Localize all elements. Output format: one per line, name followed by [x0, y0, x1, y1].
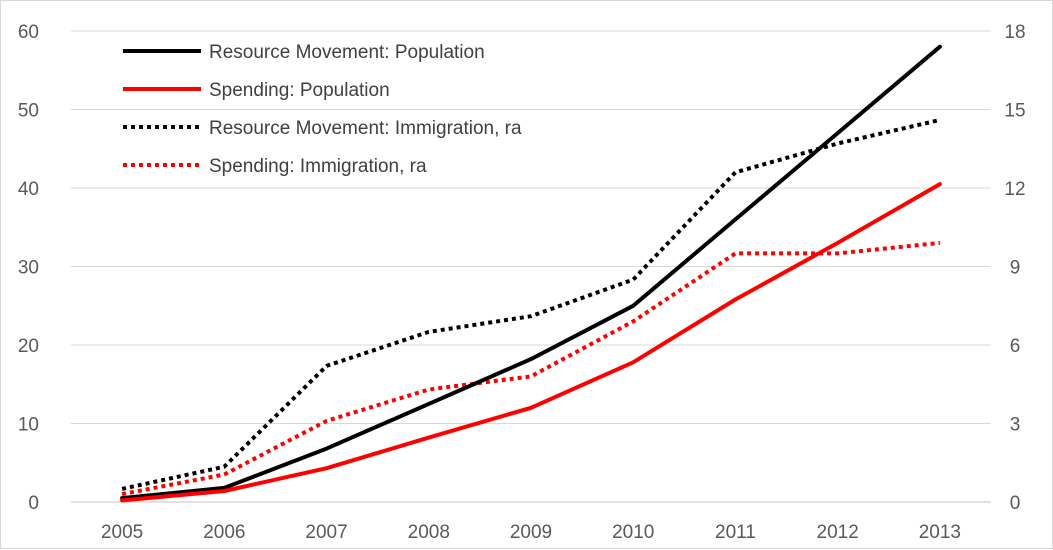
legend-label-1: Spending: Population [209, 80, 390, 101]
legend-label-0: Resource Movement: Population [209, 42, 485, 63]
series-line-3 [121, 240, 941, 497]
gridlines [71, 30, 991, 424]
y-tick-label-40: 40 [18, 179, 39, 200]
y2-tick-label-6: 6 [1010, 336, 1021, 357]
y2-tick-label-3: 3 [1010, 415, 1021, 436]
series-lines [120, 44, 942, 503]
series-line-2 [121, 118, 941, 491]
y2-tick-label-18: 18 [1004, 22, 1025, 43]
series-line-0 [120, 44, 942, 501]
series-line-1 [120, 182, 942, 503]
x-tick-label-2011: 2011 [715, 522, 756, 543]
y2-tick-label-9: 9 [1010, 258, 1021, 279]
y-tick-label-60: 60 [18, 22, 39, 43]
x-tick-label-2010: 2010 [612, 522, 654, 543]
y-tick-label-0: 0 [28, 493, 39, 514]
y2-tick-label-15: 15 [1004, 101, 1025, 122]
y-tick-label-10: 10 [18, 415, 39, 436]
x-tick-label-2009: 2009 [510, 522, 552, 543]
y2-tick-label-12: 12 [1004, 179, 1025, 200]
axes: 0 10 20 30 40 50 60 0 3 6 9 12 15 18 2005 2006 2007 2008 2… [18, 22, 1026, 543]
y-tick-label-20: 20 [18, 336, 39, 357]
legend-label-2: Resource Movement: Immigration, ra [209, 118, 522, 139]
y-tick-label-30: 30 [18, 258, 39, 279]
y-tick-label-50: 50 [18, 101, 39, 122]
x-tick-label-2005: 2005 [101, 522, 143, 543]
x-tick-label-2007: 2007 [305, 522, 347, 543]
y2-tick-label-0: 0 [1010, 493, 1021, 514]
x-tick-label-2013: 2013 [919, 522, 961, 543]
x-tick-label-2012: 2012 [817, 522, 859, 543]
x-tick-label-2008: 2008 [408, 522, 450, 543]
legend: Resource Movement: Population Spending: P… [123, 42, 522, 177]
x-tick-label-2006: 2006 [203, 522, 245, 543]
legend-label-3: Spending: Immigration, ra [209, 156, 427, 177]
